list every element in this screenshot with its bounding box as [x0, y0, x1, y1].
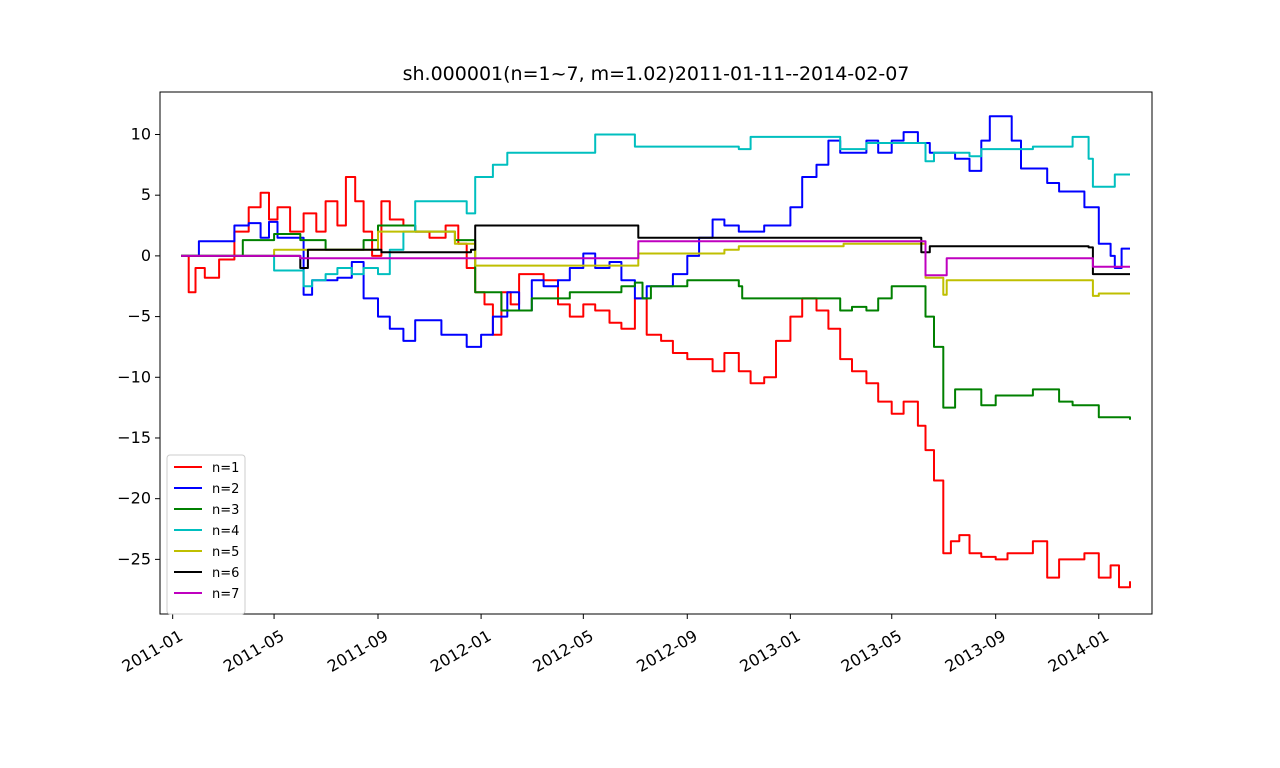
legend-label: n=2	[212, 482, 239, 497]
y-tick-label: −15	[117, 428, 151, 447]
legend: n=1 n=2 n=3 n=4 n=5 n=6 n=7	[166, 454, 246, 615]
y-tick-label: −5	[127, 307, 151, 326]
legend-label: n=3	[212, 503, 239, 518]
y-tick-label: 5	[141, 185, 151, 204]
y-tick-label: 0	[141, 246, 151, 265]
series-layer	[181, 115, 1131, 589]
y-tick-label: −10	[117, 367, 151, 386]
series-line-n6	[181, 224, 1130, 276]
legend-box	[166, 454, 246, 615]
axes-frame	[159, 91, 1153, 615]
chart-title: sh.000001(n=1~7, m=1.02)2011-01-11--2014…	[403, 63, 910, 85]
legend-label: n=7	[212, 587, 239, 602]
series-line-n3	[181, 224, 1131, 420]
legend-label: n=4	[212, 524, 239, 539]
y-tick-label: 10	[131, 124, 151, 143]
legend-label: n=6	[212, 566, 239, 581]
legend-label: n=1	[212, 461, 239, 476]
y-tick-label: −25	[117, 549, 151, 568]
y-axis: 10 5 0 −5 −10 −15 −20 −25	[117, 124, 160, 568]
series-line-n1	[181, 176, 1131, 589]
series-line-n4	[181, 133, 1130, 288]
series-line-n5	[181, 230, 1130, 297]
y-tick-label: −20	[117, 489, 151, 508]
series-line-n7	[181, 240, 1130, 277]
legend-label: n=5	[212, 545, 239, 560]
